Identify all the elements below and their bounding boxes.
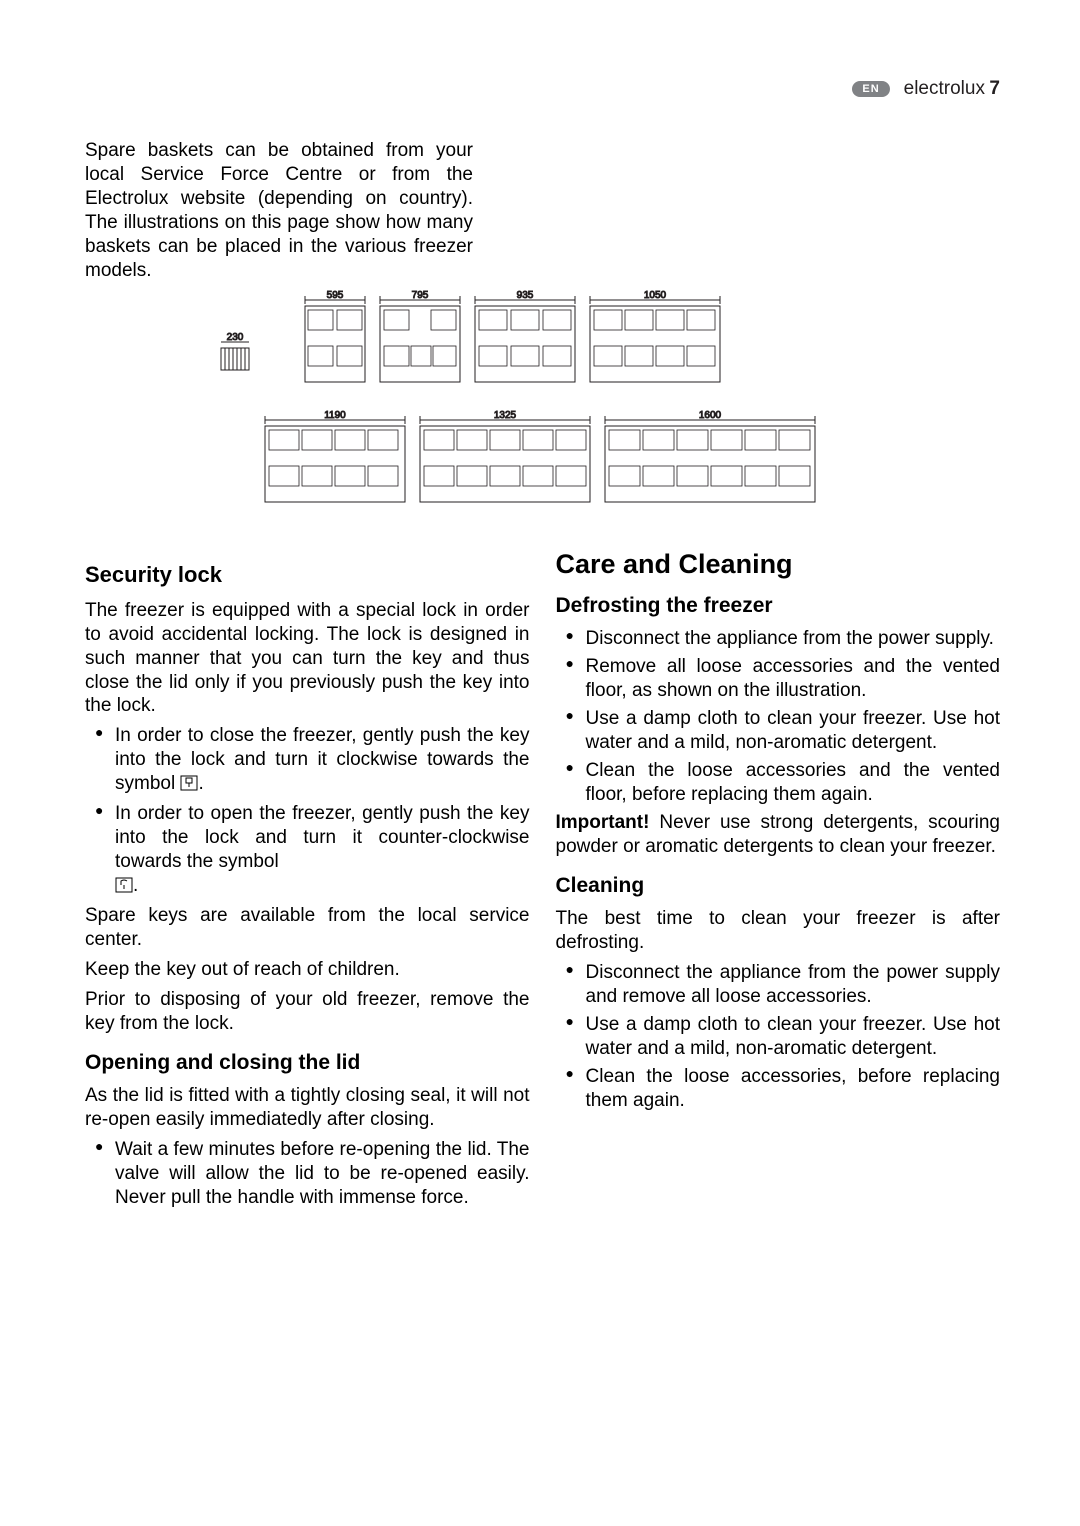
freezer-1190: 1190 [265, 410, 405, 502]
important-para: Important! Never use strong detergents, … [556, 811, 1001, 859]
freezer-1050: 1050 [590, 290, 720, 382]
intro-paragraph: Spare baskets can be obtained from your … [85, 139, 473, 283]
security-lock-para: The freezer is equipped with a special l… [85, 599, 530, 719]
security-bullet-open: In order to open the freezer, gently pus… [85, 802, 530, 900]
defrost-heading: Defrosting the freezer [556, 593, 1001, 619]
svg-text:1600: 1600 [699, 410, 722, 421]
dim-230: 230 [227, 332, 244, 343]
cleaning-para: The best time to clean your freezer is a… [556, 907, 1001, 955]
cleaning-bullet-2: Use a damp cloth to clean your freezer. … [556, 1013, 1001, 1061]
bullet-text: In order to close the freezer, gently pu… [115, 725, 530, 794]
lid-para: As the lid is fitted with a tightly clos… [85, 1084, 530, 1132]
content-columns: Security lock The freezer is equipped wi… [85, 555, 1000, 1214]
cleaning-bullet-1: Disconnect the appliance from the power … [556, 961, 1001, 1009]
lock-open-icon [115, 876, 133, 900]
security-lock-bullets: In order to close the freezer, gently pu… [85, 724, 530, 900]
defrost-bullet-1: Disconnect the appliance from the power … [556, 627, 1001, 651]
cleaning-bullets: Disconnect the appliance from the power … [556, 961, 1001, 1113]
security-lock-heading: Security lock [85, 561, 530, 589]
svg-text:595: 595 [327, 290, 344, 301]
lock-closed-icon [180, 774, 198, 798]
single-basket-icon [221, 348, 249, 370]
bullet-tail: . [133, 875, 138, 896]
cleaning-heading: Cleaning [556, 873, 1001, 899]
care-cleaning-heading: Care and Cleaning [556, 547, 1001, 581]
freezer-1325: 1325 [420, 410, 590, 502]
bullet-text: In order to open the freezer, gently pus… [115, 803, 530, 872]
brand-label: electrolux 7 [904, 78, 1000, 100]
keep-key-para: Keep the key out of reach of children. [85, 958, 530, 982]
defrost-bullet-2: Remove all loose accessories and the ven… [556, 655, 1001, 703]
svg-text:1325: 1325 [494, 410, 517, 421]
freezer-795: 795 [380, 290, 460, 382]
important-label: Important! [556, 812, 650, 833]
cleaning-bullet-3: Clean the loose accessories, before repl… [556, 1065, 1001, 1113]
svg-text:1050: 1050 [644, 290, 667, 301]
spare-keys-para: Spare keys are available from the local … [85, 904, 530, 952]
defrost-bullets: Disconnect the appliance from the power … [556, 627, 1001, 807]
svg-text:795: 795 [412, 290, 429, 301]
language-badge: EN [852, 81, 889, 97]
bullet-tail: . [198, 773, 203, 794]
lid-heading: Opening and closing the lid [85, 1050, 530, 1076]
lid-bullet-wait: Wait a few minutes before re-opening the… [85, 1138, 530, 1210]
svg-text:935: 935 [517, 290, 534, 301]
left-column: Security lock The freezer is equipped wi… [85, 555, 530, 1214]
defrost-bullet-3: Use a damp cloth to clean your freezer. … [556, 707, 1001, 755]
security-bullet-close: In order to close the freezer, gently pu… [85, 724, 530, 798]
freezer-595: 595 [305, 290, 365, 382]
freezer-basket-diagram: 230 595 [205, 290, 835, 530]
prior-dispose-para: Prior to disposing of your old freezer, … [85, 988, 530, 1036]
page-number: 7 [989, 78, 1000, 99]
freezer-1600: 1600 [605, 410, 815, 502]
freezer-935: 935 [475, 290, 575, 382]
brand-text: electrolux [904, 78, 985, 99]
svg-text:1190: 1190 [324, 410, 346, 421]
defrost-bullet-4: Clean the loose accessories and the vent… [556, 759, 1001, 807]
page-header: EN electrolux 7 [852, 78, 1000, 100]
lid-bullets: Wait a few minutes before re-opening the… [85, 1138, 530, 1210]
right-column: Care and Cleaning Defrosting the freezer… [556, 547, 1001, 1214]
